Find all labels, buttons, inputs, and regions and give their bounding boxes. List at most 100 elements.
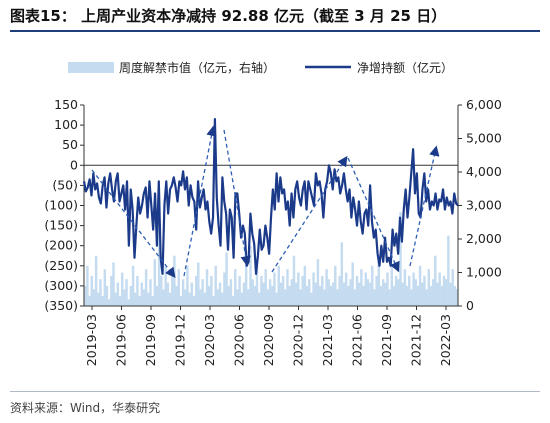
- unlock-bar: [377, 259, 381, 306]
- unlock-bar: [240, 292, 244, 306]
- unlock-bar: [149, 279, 152, 306]
- unlock-bar: [273, 272, 276, 306]
- unlock-bar: [123, 289, 126, 306]
- trend-arrows: [91, 125, 440, 279]
- x-tick-label: 2021-06: [350, 314, 365, 366]
- x-tick-label: 2019-03: [84, 314, 99, 366]
- unlock-bar: [349, 279, 352, 306]
- unlock-bar: [371, 265, 374, 306]
- unlock-bar: [151, 295, 154, 306]
- unlock-bar: [434, 255, 437, 306]
- unlock-bar: [268, 279, 272, 306]
- x-tick-label: 2021-09: [379, 314, 394, 366]
- left-tick-label: (250): [44, 258, 78, 273]
- unlock-bar: [140, 282, 143, 306]
- x-tick-label: 2021-12: [409, 314, 424, 366]
- unlock-bar: [249, 245, 252, 306]
- unlock-bar: [279, 282, 283, 306]
- unlock-bar: [94, 255, 98, 306]
- x-tick-label: 2020-06: [232, 314, 247, 366]
- unlock-bar: [440, 285, 444, 306]
- left-tick-label: (50): [52, 177, 78, 192]
- unlock-bar: [421, 282, 424, 306]
- unlock-bar: [314, 282, 317, 306]
- unlock-bar: [353, 289, 357, 306]
- x-tick-label: 2020-12: [291, 314, 306, 366]
- unlock-bar: [255, 265, 259, 306]
- unlock-bar: [284, 289, 287, 306]
- unlock-bar: [157, 225, 161, 306]
- unlock-bar: [449, 282, 452, 306]
- unlock-bar: [316, 259, 320, 306]
- unlock-bar: [364, 272, 367, 306]
- x-tick-label: 2019-12: [173, 314, 188, 366]
- unlock-bar: [431, 279, 435, 306]
- unlock-bar: [392, 285, 396, 306]
- unlock-bar: [325, 269, 328, 306]
- unlock-bar: [312, 272, 315, 306]
- unlock-bar: [401, 282, 404, 306]
- unlock-bar: [390, 265, 394, 306]
- unlock-bar: [194, 275, 198, 306]
- unlock-bar: [410, 289, 413, 306]
- unlock-bar: [305, 285, 309, 306]
- legend-swatch-unlock: [68, 62, 114, 73]
- unlock-bar: [244, 262, 248, 306]
- unlock-bar: [294, 282, 298, 306]
- legend-label-unlock: 周度解禁市值（亿元，右轴）: [119, 60, 275, 75]
- right-tick-label: 6,000: [466, 97, 502, 112]
- unlock-bar: [238, 275, 241, 306]
- net-line-series: [82, 117, 459, 275]
- unlock-bar: [90, 275, 93, 306]
- unlock-bar: [281, 275, 285, 306]
- unlock-bar: [397, 279, 400, 306]
- unlock-bar: [192, 295, 196, 306]
- unlock-bar: [329, 285, 333, 306]
- unlock-bar: [166, 282, 170, 306]
- unlock-bar: [423, 275, 426, 306]
- right-tick-label: 1,000: [466, 265, 502, 280]
- unlock-bar: [381, 279, 385, 306]
- left-tick-label: (350): [44, 298, 78, 313]
- right-tick-label: 0: [466, 298, 474, 313]
- unlock-bar: [264, 269, 267, 306]
- unlock-bar: [362, 285, 365, 306]
- unlock-bar: [336, 289, 339, 306]
- unlock-bar: [407, 275, 411, 306]
- unlock-bar: [142, 289, 146, 306]
- unlock-bar: [223, 272, 226, 306]
- unlock-bar: [84, 285, 87, 306]
- unlock-bar: [307, 279, 311, 306]
- unlock-bar: [164, 265, 167, 306]
- left-tick-label: (100): [44, 198, 78, 213]
- unlock-bar: [199, 289, 202, 306]
- unlock-bar: [134, 292, 137, 306]
- unlock-bar: [231, 295, 235, 306]
- unlock-bar: [275, 292, 278, 306]
- legend: 周度解禁市值（亿元，右轴） 净增持额（亿元）: [68, 60, 453, 75]
- unlock-bar: [153, 259, 157, 306]
- unlock-bar: [331, 282, 335, 306]
- unlock-bar: [301, 275, 304, 306]
- unlock-bar: [438, 272, 441, 306]
- left-tick-label: 150: [54, 97, 78, 112]
- unlock-bar: [107, 299, 111, 306]
- unlock-bar: [201, 279, 204, 306]
- unlock-bar: [436, 282, 439, 306]
- unlock-bar: [357, 282, 361, 306]
- unlock-bar: [394, 275, 398, 306]
- left-tick-label: 100: [54, 117, 78, 132]
- unlock-bar: [297, 272, 300, 306]
- unlock-bar: [125, 279, 128, 306]
- unlock-bar: [188, 292, 191, 306]
- source-note: 资料来源：Wind，华泰研究: [10, 401, 161, 415]
- net-line-layer: [82, 117, 459, 275]
- unlock-bar: [120, 272, 124, 306]
- unlock-bar: [260, 275, 263, 306]
- unlock-bar: [216, 289, 220, 306]
- unlock-bar: [234, 269, 237, 306]
- unlock-bar: [160, 275, 163, 306]
- left-tick-label: (200): [44, 238, 78, 253]
- tick-labels: 150 100 50 0 (50) (100) (150) (200) (250) (300) (3…: [44, 97, 501, 366]
